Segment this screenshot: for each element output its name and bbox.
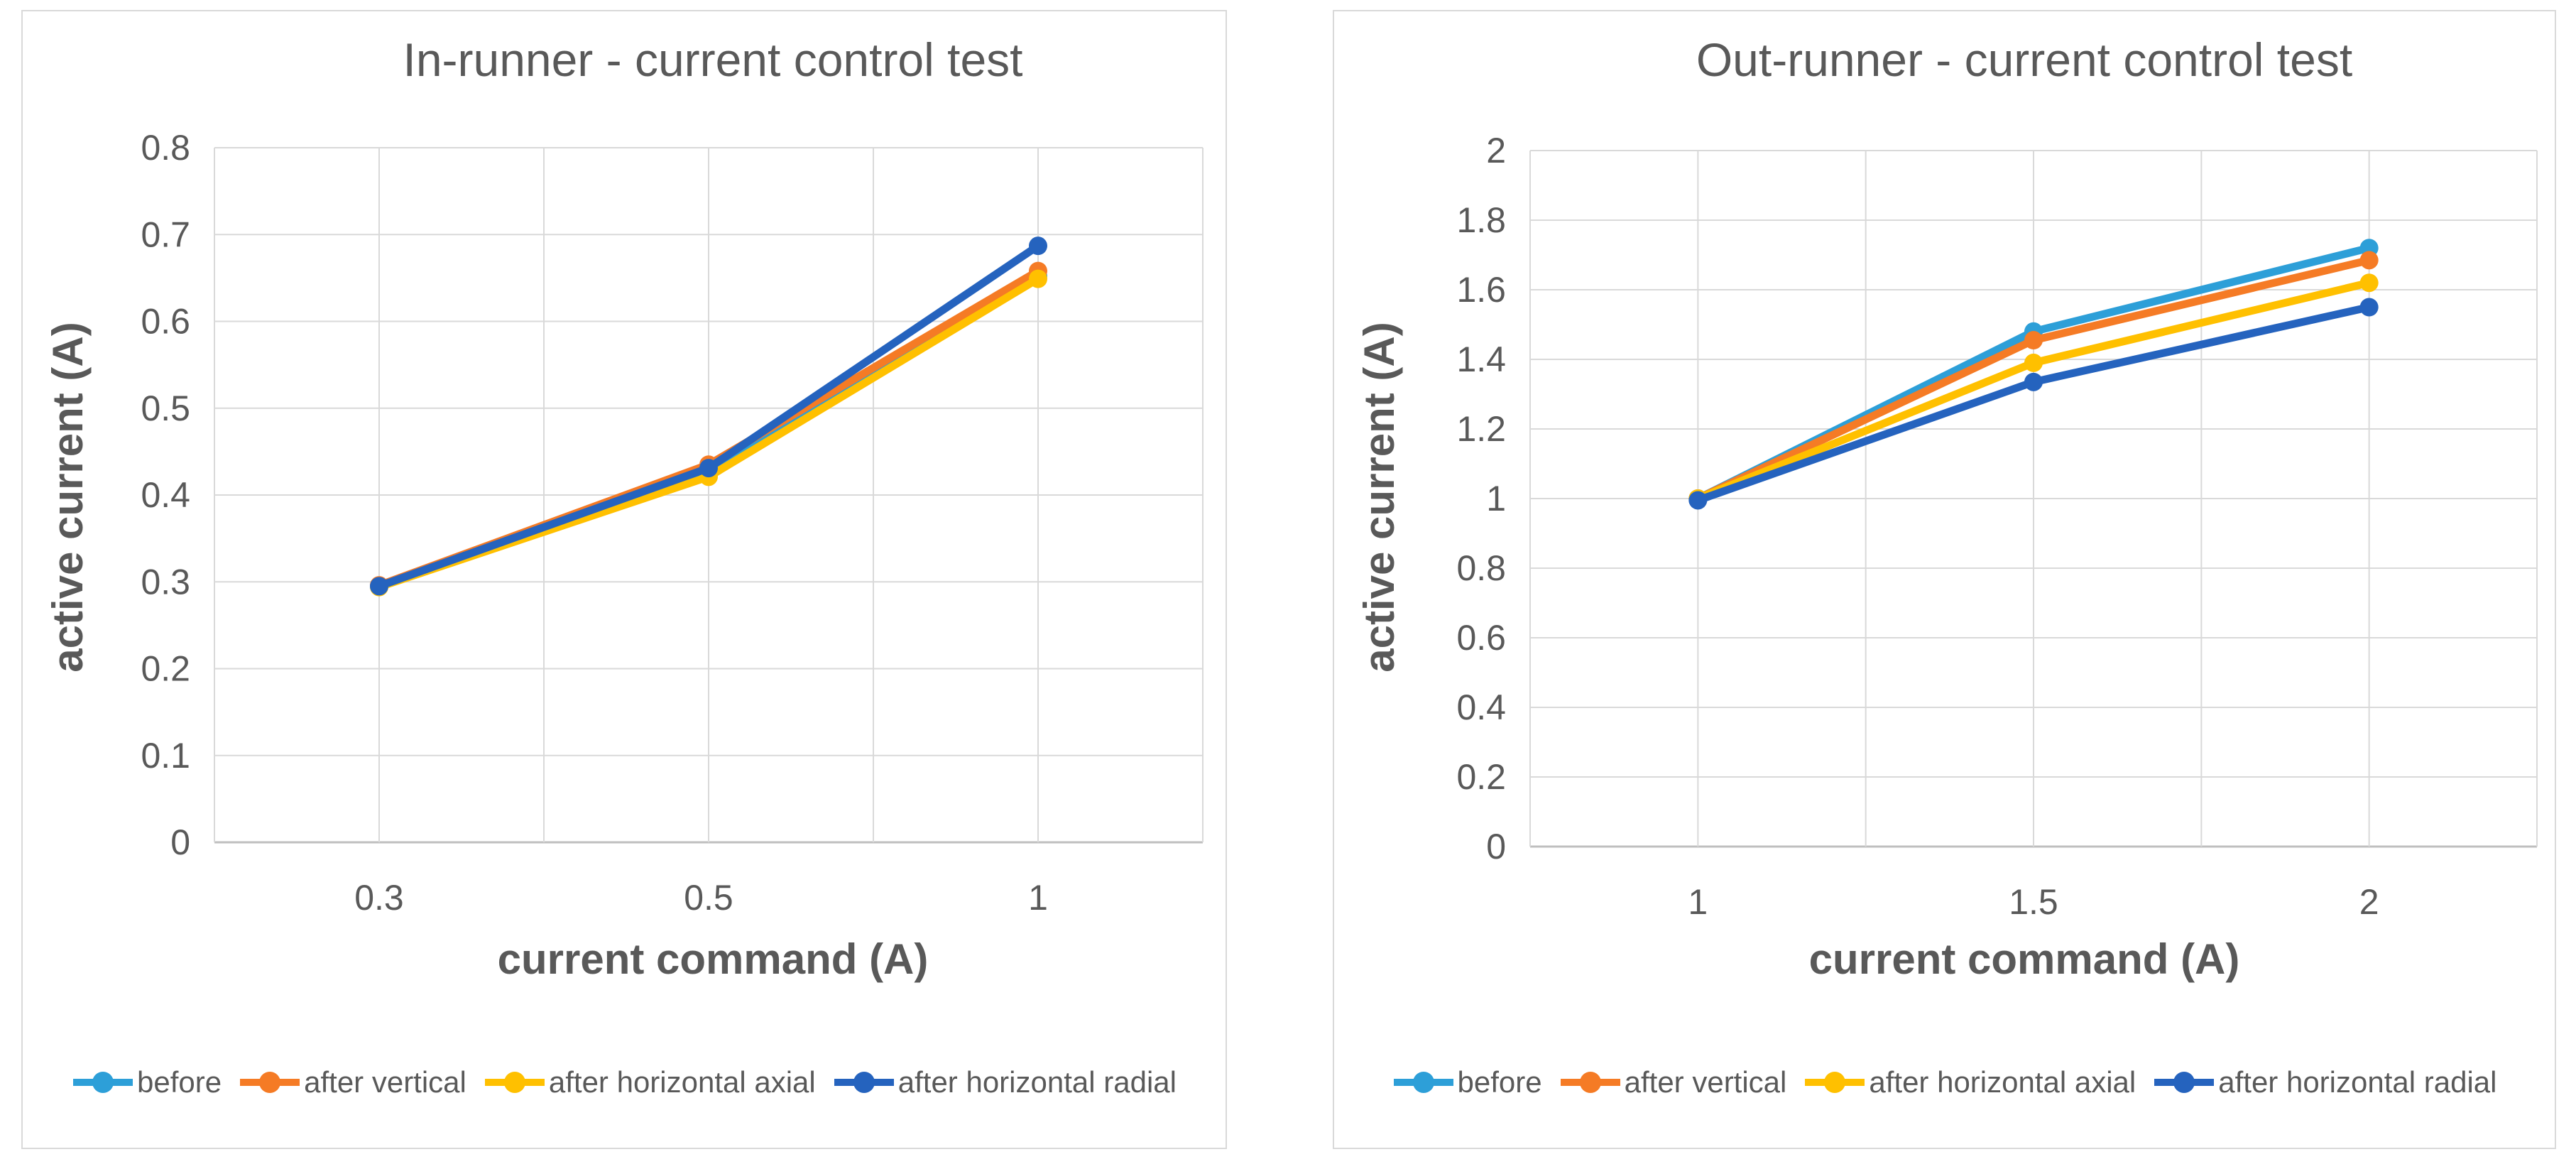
legend-item: before [1392,1065,1542,1099]
y-tick-label: 0 [1486,827,1506,866]
y-tick-label: 0.8 [141,128,190,168]
chart-title: Out-runner - current control test [1696,33,2353,86]
legend-item: before [72,1065,222,1099]
y-tick-label: 1.6 [1456,270,1506,310]
x-tick-label: 0.3 [354,878,404,918]
y-tick-label: 0.6 [1456,618,1506,658]
data-point-marker [699,459,718,478]
data-point-marker [2024,353,2043,372]
y-tick-label: 0.1 [141,736,190,776]
legend-item: after vertical [1559,1065,1787,1099]
y-tick-label: 0.2 [141,649,190,689]
plot-area: 0 0.1 0.2 0.3 0.4 0.5 0.6 0.7 0.8 0.3 0.5 1 [141,128,1204,918]
x-tick-label: 2 [2359,882,2379,922]
y-tick-label: 0.6 [141,302,190,342]
data-point-marker [2359,298,2379,317]
data-point-marker [1688,491,1708,510]
legend-line-marker-icon [1560,1072,1620,1093]
legend: before after vertical after horizontal axi… [23,1054,1226,1111]
y-tick-label: 0.3 [141,562,190,602]
data-point-marker [2024,372,2043,391]
legend-label: after horizontal axial [1869,1065,2136,1099]
y-tick-label: 0 [170,822,190,862]
legend-line-marker-icon [1805,1072,1865,1093]
legend-item: after horizontal radial [2153,1065,2496,1099]
x-axis-title: current command (A) [497,935,929,983]
legend-label: after horizontal radial [897,1065,1177,1099]
chart-title: In-runner - current control test [403,33,1023,86]
legend-item: after vertical [239,1065,466,1099]
y-tick-label: 0.2 [1456,757,1506,797]
y-tick-label: 1 [1486,479,1506,518]
data-point-marker [2359,251,2379,270]
y-tick-label: 0.5 [141,388,190,428]
data-point-marker [1029,236,1047,256]
y-tick-label: 0.8 [1456,548,1506,588]
legend-line-marker-icon [240,1072,300,1093]
legend-line-marker-icon [484,1072,545,1093]
legend-line-marker-icon [1393,1072,1453,1093]
y-tick-label: 0.7 [141,214,190,254]
legend-line-marker-icon [834,1072,894,1093]
legend-line-marker-icon [2154,1072,2215,1093]
y-tick-label: 1.4 [1456,339,1506,379]
legend-item: after horizontal axial [484,1065,816,1099]
y-tick-label: 1.8 [1456,200,1506,240]
chart-panel-in-runner: In-runner - current control test active … [21,10,1227,1149]
x-axis-title: current command (A) [1808,935,2240,983]
legend-label: after vertical [1624,1065,1787,1099]
y-tick-label: 0.4 [1456,687,1506,727]
legend-label: before [137,1065,222,1099]
data-point-marker [1029,269,1047,288]
legend-item: after horizontal radial [833,1065,1177,1099]
x-tick-label: 1 [1688,882,1708,922]
y-tick-label: 1.2 [1456,409,1506,449]
data-point-marker [2359,273,2379,293]
x-tick-label: 1.5 [2009,882,2058,922]
legend-item: after horizontal axial [1803,1065,2136,1099]
legend-label: after horizontal axial [548,1065,816,1099]
legend-label: after horizontal radial [2218,1065,2497,1099]
legend-label: before [1457,1065,1542,1099]
plot-area: 0 0.2 0.4 0.6 0.8 1 1.2 1.4 1.6 1.8 2 1 1.5 2 [1456,131,2538,922]
legend-line-marker-icon [73,1072,133,1093]
x-tick-label: 1 [1028,878,1048,918]
data-point-marker [370,577,388,596]
data-point-marker [2024,331,2043,350]
legend: before after vertical after horizontal axi… [1334,1054,2555,1111]
legend-label: after vertical [304,1065,466,1099]
x-tick-label: 0.5 [684,878,733,918]
y-tick-label: 2 [1486,131,1506,170]
chart-panel-out-runner: Out-runner - current control test active… [1333,10,2556,1149]
y-tick-label: 0.4 [141,475,190,515]
